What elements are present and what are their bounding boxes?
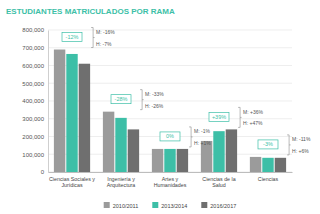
annotation-women: M: -1% xyxy=(194,128,210,134)
y-tick-label: 300,000 xyxy=(22,116,44,122)
legend-label: 2016/2017 xyxy=(210,203,236,209)
x-tick: Ciencias xyxy=(258,172,279,182)
annotation-box xyxy=(62,33,82,42)
chart: ESTUDIANTES MATRICULADOS POR RAMA 0 100,00… xyxy=(0,0,320,214)
legend-label: 2010/2011 xyxy=(113,203,139,209)
y-tick: 500,000 xyxy=(22,81,48,87)
annotation: -3% M: -11% H: +6% xyxy=(258,135,311,155)
y-axis-line xyxy=(48,31,49,173)
y-tick: 800,000 xyxy=(22,27,48,33)
annotation-total: -3% xyxy=(263,141,273,147)
y-tick-label: 600,000 xyxy=(22,63,44,69)
y-tick: 300,000 xyxy=(22,116,48,122)
bar xyxy=(103,112,114,172)
annotation-bracket xyxy=(91,28,95,48)
annotation-bracket xyxy=(140,90,144,110)
bar xyxy=(128,129,139,172)
grid xyxy=(48,30,292,172)
y-tick: 200,000 xyxy=(22,134,48,140)
legend-swatch xyxy=(104,202,110,208)
bar xyxy=(152,149,163,172)
annotation-women: M: -16% xyxy=(96,29,115,35)
x-tick-label: Artes yHumanidades xyxy=(154,176,187,188)
y-tick: 100,000 xyxy=(22,152,48,158)
annotation-total: -12% xyxy=(66,34,79,40)
legend-swatch xyxy=(152,202,158,208)
bar xyxy=(250,157,261,172)
annotation-box xyxy=(160,132,180,141)
bar xyxy=(177,149,188,172)
annotation-box xyxy=(111,95,131,104)
x-tick-label: Ingeniería yArquitectura xyxy=(107,176,136,188)
legend: 2010/2011 2013/2014 2016/2017 xyxy=(104,202,237,209)
annotation-total: +39% xyxy=(212,114,226,120)
annotation-bracket xyxy=(287,135,291,155)
annotation-total: 0% xyxy=(166,133,174,139)
y-tick-label: 800,000 xyxy=(22,27,44,33)
y-tick-label: 200,000 xyxy=(22,134,44,140)
x-tick: Ciencias de laSalud xyxy=(202,172,235,188)
annotation-women: M: -33% xyxy=(145,91,164,97)
annotation-women: M: +36% xyxy=(243,109,263,115)
x-axis-line xyxy=(49,172,293,173)
legend-label: 2013/2014 xyxy=(161,203,187,209)
x-tick-label: Ciencias xyxy=(258,176,279,182)
series xyxy=(66,54,273,172)
y-tick-label: 700,000 xyxy=(22,45,44,51)
annotation-men: H: -26% xyxy=(145,103,164,109)
annotation: -12% M: -16% H: -7% xyxy=(62,28,115,48)
annotation-men: H: -7% xyxy=(96,41,112,47)
annotation: 0% M: -1% H: +1% xyxy=(160,127,211,147)
y-tick: 400,000 xyxy=(22,98,48,104)
x-tick-label: Ciencias de laSalud xyxy=(202,176,235,188)
y-tick-label: 500,000 xyxy=(22,81,44,87)
annotation: +39% M: +36% H: +47% xyxy=(209,107,264,127)
y-tick: 600,000 xyxy=(22,63,48,69)
bar xyxy=(79,64,90,172)
bar xyxy=(275,158,286,172)
legend-item: 2013/2014 xyxy=(152,202,187,209)
annotation-men: H: +47% xyxy=(243,120,263,126)
y-axis: 0 100,000 200,000 300,000 400,000 500,000 600,… xyxy=(22,27,48,175)
annotations: -12% M: -16% H: -7% -28% M: -33% H: -26% 0% M: … xyxy=(62,28,311,155)
series xyxy=(54,50,261,172)
annotation-box xyxy=(258,140,278,149)
annotation-women: M: -11% xyxy=(292,136,311,142)
grid-line xyxy=(48,30,292,31)
bar xyxy=(115,118,126,172)
bars xyxy=(54,50,286,172)
x-tick: Artes yHumanidades xyxy=(154,172,187,188)
bar xyxy=(164,149,175,172)
title: ESTUDIANTES MATRICULADOS POR RAMA xyxy=(6,7,175,16)
x-tick: Ingeniería yArquitectura xyxy=(107,172,136,188)
y-tick: 700,000 xyxy=(22,45,48,51)
x-tick: Ciencias Sociales yJurídicas xyxy=(49,172,95,188)
bar xyxy=(226,129,237,172)
bar xyxy=(213,131,224,172)
x-tick-label: Ciencias Sociales yJurídicas xyxy=(49,176,95,188)
y-tick: 0 xyxy=(41,169,48,175)
bar xyxy=(262,158,273,172)
y-tick-label: 100,000 xyxy=(22,152,44,158)
annotation-total: -28% xyxy=(115,96,128,102)
x-axis: Ciencias Sociales yJurídicas Ingeniería y… xyxy=(49,172,293,188)
legend-swatch xyxy=(201,202,207,208)
annotation: -28% M: -33% H: -26% xyxy=(111,90,164,110)
bar xyxy=(66,54,77,172)
series xyxy=(79,64,286,172)
annotation-men: H: +6% xyxy=(292,148,309,154)
annotation-men: H: +1% xyxy=(194,140,211,146)
y-tick-label: 400,000 xyxy=(22,98,44,104)
y-tick-label: 0 xyxy=(41,169,45,175)
bar xyxy=(54,50,65,172)
legend-item: 2010/2011 xyxy=(104,202,139,209)
annotation-bracket xyxy=(189,127,193,147)
annotation-box xyxy=(209,112,229,121)
annotation-bracket xyxy=(238,107,242,127)
legend-item: 2016/2017 xyxy=(201,202,236,209)
grid-line xyxy=(48,47,292,48)
